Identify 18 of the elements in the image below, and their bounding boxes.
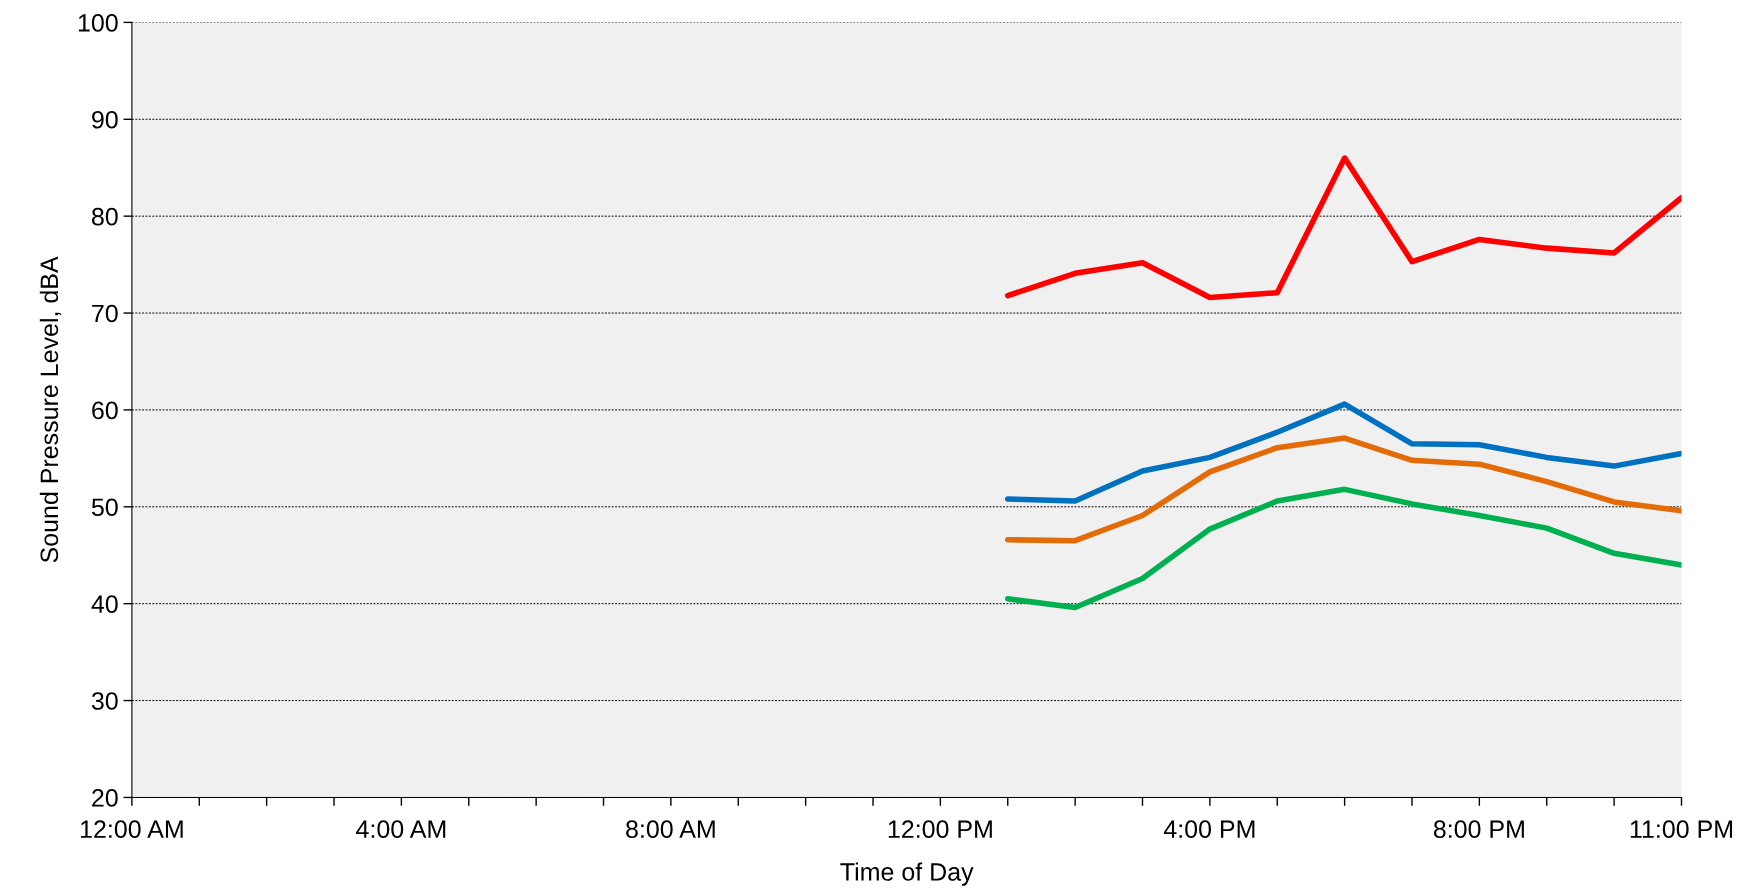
y-tick-label: 30 xyxy=(91,692,118,710)
x-tick-label: 4:00 AM xyxy=(356,820,446,839)
y-tick-label: 80 xyxy=(91,207,118,226)
x-tick-label: 8:00 AM xyxy=(626,820,715,839)
y-tick-label: 60 xyxy=(92,401,118,420)
x-tick-label: 12:00 PM xyxy=(888,820,992,839)
x-axis-title: Time of Day xyxy=(840,862,974,886)
y-axis-title: Sound Pressure Level, dBA xyxy=(39,256,62,563)
x-tick-label: 12:00 AM xyxy=(80,820,183,839)
y-tick-label: 20 xyxy=(92,789,118,807)
y-tick-label: 40 xyxy=(91,595,118,613)
x-tick-label: 4:00 PM xyxy=(1163,820,1255,839)
x-tick-label: 11:00 PM xyxy=(1630,820,1733,839)
y-tick-label: 90 xyxy=(92,110,118,129)
y-tick-label: 50 xyxy=(91,498,118,517)
y-tick-label: 70 xyxy=(92,304,118,323)
x-tick-label: 8:00 PM xyxy=(1433,820,1524,839)
y-tick-label: 100 xyxy=(78,14,118,32)
